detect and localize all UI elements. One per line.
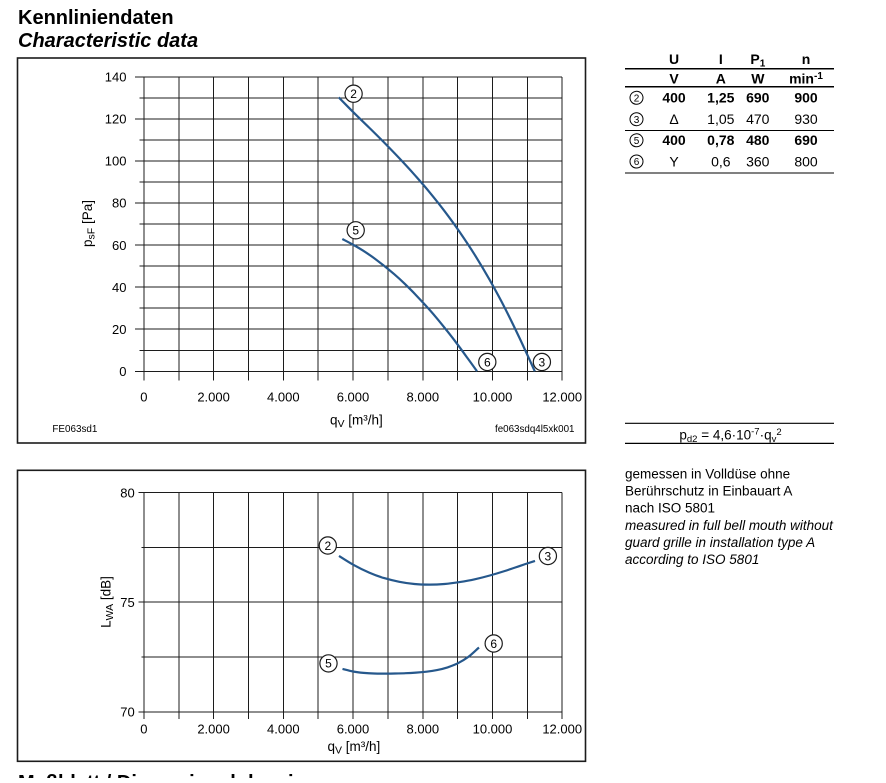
svg-text:0: 0 <box>119 364 126 379</box>
svg-text:12.000: 12.000 <box>542 722 582 737</box>
svg-text:5: 5 <box>325 657 332 671</box>
svg-text:4.000: 4.000 <box>267 390 300 405</box>
svg-text:900: 900 <box>794 90 818 106</box>
svg-text:80: 80 <box>112 196 126 211</box>
svg-text:3: 3 <box>545 549 552 563</box>
svg-text:Maßblatt / Dimensional drawing: Maßblatt / Dimensional drawing <box>18 772 318 778</box>
svg-text:6: 6 <box>484 355 491 369</box>
svg-text:3: 3 <box>634 115 640 126</box>
svg-text:pd2 = 4,6·10-7·qv2: pd2 = 4,6·10-7·qv2 <box>679 427 781 446</box>
svg-text:10.000: 10.000 <box>473 722 513 737</box>
svg-text:6: 6 <box>634 157 640 168</box>
svg-text:800: 800 <box>794 153 818 169</box>
svg-text:nach ISO 5801: nach ISO 5801 <box>625 501 715 516</box>
svg-text:n: n <box>802 51 811 67</box>
svg-text:40: 40 <box>112 280 126 295</box>
svg-text:8.000: 8.000 <box>407 722 440 737</box>
svg-text:Δ: Δ <box>669 111 678 127</box>
svg-text:psF [Pa]: psF [Pa] <box>80 200 98 247</box>
svg-text:20: 20 <box>112 322 126 337</box>
svg-text:470: 470 <box>746 111 770 127</box>
svg-text:100: 100 <box>105 154 127 169</box>
svg-text:400: 400 <box>662 90 686 106</box>
svg-text:120: 120 <box>105 112 127 127</box>
svg-text:60: 60 <box>112 238 126 253</box>
svg-text:W: W <box>751 71 765 87</box>
svg-text:2.000: 2.000 <box>197 722 230 737</box>
svg-text:6.000: 6.000 <box>337 722 370 737</box>
svg-text:according to ISO 5801: according to ISO 5801 <box>625 552 759 567</box>
svg-text:10.000: 10.000 <box>473 390 513 405</box>
svg-text:Kennliniendaten: Kennliniendaten <box>18 7 174 29</box>
svg-text:75: 75 <box>120 595 134 610</box>
svg-text:2: 2 <box>350 87 357 101</box>
svg-text:480: 480 <box>746 132 770 148</box>
svg-text:930: 930 <box>794 111 818 127</box>
svg-text:I: I <box>719 51 723 67</box>
svg-text:2.000: 2.000 <box>197 390 230 405</box>
svg-text:U: U <box>669 51 679 67</box>
svg-text:4.000: 4.000 <box>267 722 300 737</box>
svg-text:2: 2 <box>324 539 331 553</box>
svg-text:140: 140 <box>105 70 127 85</box>
svg-text:12.000: 12.000 <box>542 390 582 405</box>
svg-text:6.000: 6.000 <box>337 390 370 405</box>
svg-text:0: 0 <box>140 390 147 405</box>
svg-text:measured in full bell mouth wi: measured in full bell mouth without <box>625 518 834 533</box>
svg-text:gemessen in Volldüse ohne: gemessen in Volldüse ohne <box>625 467 790 482</box>
svg-text:0,6: 0,6 <box>711 153 731 169</box>
svg-text:0,78: 0,78 <box>707 132 734 148</box>
svg-text:1,05: 1,05 <box>707 111 734 127</box>
svg-text:2: 2 <box>634 93 640 104</box>
svg-text:A: A <box>716 71 726 87</box>
svg-text:400: 400 <box>662 132 686 148</box>
svg-text:3: 3 <box>539 355 546 369</box>
svg-text:Characteristic data: Characteristic data <box>18 30 198 52</box>
svg-text:1,25: 1,25 <box>707 90 734 106</box>
svg-text:0: 0 <box>140 722 147 737</box>
svg-text:5: 5 <box>352 224 359 238</box>
svg-text:fe063sdq4l5xk001: fe063sdq4l5xk001 <box>495 424 575 435</box>
svg-text:70: 70 <box>120 705 134 720</box>
svg-text:5: 5 <box>634 136 640 147</box>
svg-text:Y: Y <box>669 153 679 169</box>
svg-text:6: 6 <box>490 637 497 651</box>
svg-text:guard grille in installation t: guard grille in installation type A <box>625 535 815 550</box>
svg-text:690: 690 <box>794 132 818 148</box>
svg-text:360: 360 <box>746 153 770 169</box>
svg-text:FE063sd1: FE063sd1 <box>52 424 98 435</box>
svg-text:80: 80 <box>120 485 134 500</box>
svg-text:V: V <box>669 71 679 87</box>
svg-text:690: 690 <box>746 90 770 106</box>
svg-text:Berührschutz in Einbauart A: Berührschutz in Einbauart A <box>625 484 792 499</box>
svg-text:8.000: 8.000 <box>407 390 440 405</box>
